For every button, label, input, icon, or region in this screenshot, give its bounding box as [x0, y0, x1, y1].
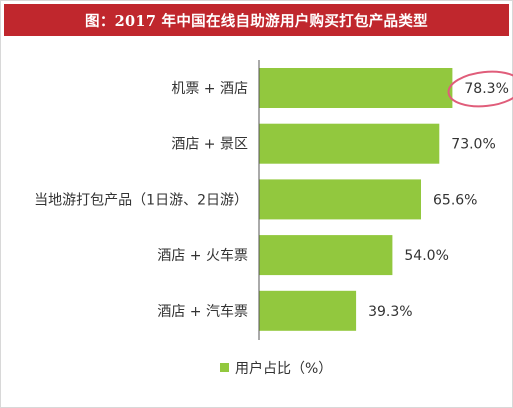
bar [259, 235, 393, 276]
value-label: 65.6% [433, 192, 477, 208]
category-label: 酒店 + 景区 [171, 137, 248, 153]
category-label: 酒店 + 汽车票 [157, 303, 248, 320]
legend-swatch [220, 363, 229, 372]
category-label: 机票 + 酒店 [171, 81, 248, 97]
bar [259, 123, 440, 164]
value-label: 39.3% [368, 304, 412, 320]
chart-title: 图：2017 年中国在线自助游用户购买打包产品类型 [4, 4, 509, 36]
legend-label: 用户占比（%） [235, 360, 332, 377]
category-label: 当地游打包产品（1日游、2日游） [34, 191, 248, 208]
value-label: 54.0% [404, 248, 448, 264]
value-label: 78.3% [464, 81, 508, 97]
highlight-circle [447, 70, 513, 108]
value-label: 73.0% [451, 137, 495, 153]
bar [259, 179, 421, 220]
bar [259, 290, 357, 331]
value-labels: 78.3% 73.0% 65.6% 54.0% 39.3% [368, 81, 509, 320]
bars-group [259, 68, 453, 331]
category-label: 酒店 + 火车票 [157, 247, 248, 264]
bar [259, 68, 453, 108]
